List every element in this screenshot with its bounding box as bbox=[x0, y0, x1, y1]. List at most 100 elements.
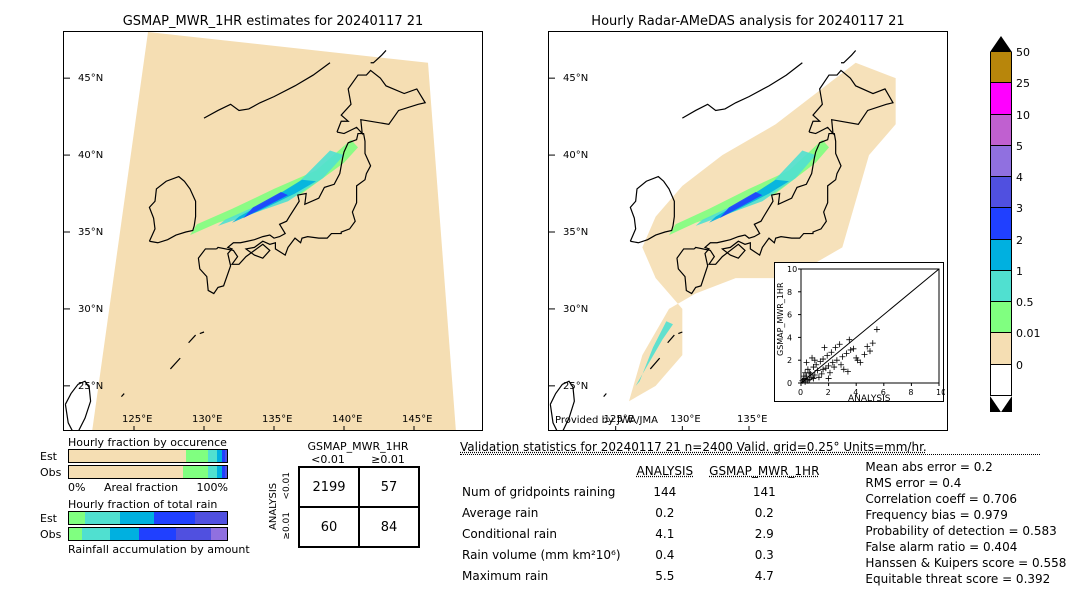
validation-col-header bbox=[462, 461, 635, 480]
fraction-row-label: Obs bbox=[40, 528, 68, 541]
validation-stats-list: Mean abs error = 0.2RMS error = 0.4Corre… bbox=[865, 459, 1066, 587]
colorbar-segment bbox=[990, 240, 1012, 271]
scatter-inset: 00224466881010ANALYSISGSMAP_MWR_1HR bbox=[774, 262, 944, 402]
fraction-segment bbox=[82, 528, 110, 540]
validation-cell: 141 bbox=[709, 482, 833, 501]
validation-cell: Maximum rain bbox=[462, 566, 635, 585]
contingency-cell: 60 bbox=[299, 507, 359, 547]
fraction-row: Est bbox=[40, 449, 250, 463]
validation-stat: False alarm ratio = 0.404 bbox=[865, 539, 1066, 555]
colorbar-tick-label: 0 bbox=[1016, 359, 1023, 372]
fraction-segment bbox=[154, 512, 195, 524]
contingency-row-header: <0.01 bbox=[282, 472, 298, 500]
svg-text:25°N: 25°N bbox=[563, 381, 588, 392]
fraction-bar bbox=[68, 527, 228, 541]
colorbar-segment bbox=[990, 208, 1012, 239]
validation-table: ANALYSISGSMAP_MWR_1HR Num of gridpoints r… bbox=[460, 459, 835, 587]
colorbar-tick-label: 4 bbox=[1016, 171, 1023, 184]
colorbar-segment bbox=[990, 365, 1012, 396]
svg-text:35°N: 35°N bbox=[78, 227, 103, 238]
fraction-segment bbox=[69, 528, 82, 540]
svg-text:2: 2 bbox=[826, 388, 831, 397]
svg-text:130°E: 130°E bbox=[192, 414, 222, 425]
validation-stat: Probability of detection = 0.583 bbox=[865, 523, 1066, 539]
validation-row: Maximum rain5.54.7 bbox=[462, 566, 833, 585]
validation-row: Average rain0.20.2 bbox=[462, 503, 833, 522]
colorbar-segment bbox=[990, 271, 1012, 302]
validation-stat: Equitable threat score = 0.392 bbox=[865, 571, 1066, 587]
svg-text:30°N: 30°N bbox=[563, 304, 588, 315]
validation-cell: 4.1 bbox=[637, 524, 708, 543]
svg-text:0: 0 bbox=[787, 379, 792, 388]
validation-col-header: ANALYSIS bbox=[637, 461, 708, 480]
fraction-row: Obs bbox=[40, 465, 250, 479]
fraction-panels: Hourly fraction by occurence Est Obs 0% … bbox=[40, 436, 250, 556]
fraction-bar bbox=[68, 511, 228, 525]
validation-panel: Validation statistics for 20240117 21 n=… bbox=[460, 440, 1066, 587]
svg-text:145°E: 145°E bbox=[402, 414, 432, 425]
svg-text:25°N: 25°N bbox=[78, 381, 103, 392]
validation-cell: 144 bbox=[637, 482, 708, 501]
colorbar-segment bbox=[990, 83, 1012, 114]
svg-text:140°E: 140°E bbox=[332, 414, 362, 425]
fraction-row-label: Obs bbox=[40, 466, 68, 479]
contingency-cell: 2199 bbox=[299, 467, 359, 507]
validation-cell: Num of gridpoints raining bbox=[462, 482, 635, 501]
colorbar-tick-label: 2 bbox=[1016, 234, 1023, 247]
fraction-segment bbox=[85, 512, 120, 524]
svg-text:4: 4 bbox=[787, 333, 792, 342]
contingency-panel: GSMAP_MWR_1HR <0.01≥0.01 ANALYSIS <0.01 … bbox=[268, 440, 420, 548]
contingency-table: 2199 57 60 84 bbox=[298, 466, 420, 548]
svg-text:130°E: 130°E bbox=[670, 414, 700, 425]
contingency-col-header: <0.01 bbox=[298, 453, 358, 466]
fraction-row-label: Est bbox=[40, 450, 68, 463]
left-map-title: GSMAP_MWR_1HR estimates for 20240117 21 bbox=[63, 14, 483, 29]
svg-text:30°N: 30°N bbox=[78, 304, 103, 315]
validation-stat: Correlation coeff = 0.706 bbox=[865, 491, 1066, 507]
svg-text:8: 8 bbox=[908, 388, 913, 397]
svg-text:2: 2 bbox=[787, 356, 792, 365]
scatter-svg: 00224466881010ANALYSISGSMAP_MWR_1HR bbox=[775, 263, 945, 403]
colorbar-tick-label: 0.01 bbox=[1016, 327, 1041, 340]
contingency-cell: 84 bbox=[359, 507, 419, 547]
colorbar-tick-label: 50 bbox=[1016, 46, 1030, 59]
fraction-bar bbox=[68, 449, 228, 463]
fraction-segment bbox=[225, 450, 227, 462]
svg-text:45°N: 45°N bbox=[78, 73, 103, 84]
colorbar-segment bbox=[990, 333, 1012, 364]
colorbar-segment bbox=[990, 177, 1012, 208]
fraction-segment bbox=[195, 512, 227, 524]
colorbar-tick-label: 1 bbox=[1016, 265, 1023, 278]
colorbar-tick-label: 3 bbox=[1016, 202, 1023, 215]
contingency-cell: 57 bbox=[359, 467, 419, 507]
fraction-axis: 0% Areal fraction 100% bbox=[40, 481, 228, 494]
svg-text:ANALYSIS: ANALYSIS bbox=[848, 394, 891, 403]
fraction-occ-title: Hourly fraction by occurence bbox=[68, 436, 250, 449]
colorbar-segment bbox=[990, 302, 1012, 333]
fraction-segment bbox=[208, 466, 217, 478]
fraction-row-label: Est bbox=[40, 512, 68, 525]
contingency-title: GSMAP_MWR_1HR bbox=[298, 440, 418, 453]
validation-cell: 4.7 bbox=[709, 566, 833, 585]
contingency-col-header: ≥0.01 bbox=[358, 453, 418, 466]
left-map-svg: 45°N40°N35°N30°N25°N125°E130°E135°E140°E… bbox=[64, 32, 483, 431]
fraction-segment bbox=[208, 450, 217, 462]
contingency-row-header: ≥0.01 bbox=[282, 512, 298, 540]
fraction-row: Est bbox=[40, 511, 250, 525]
validation-col-header: GSMAP_MWR_1HR bbox=[709, 461, 833, 480]
svg-text:10: 10 bbox=[787, 265, 797, 274]
fraction-row: Obs bbox=[40, 527, 250, 541]
fraction-segment bbox=[69, 466, 183, 478]
fraction-segment bbox=[120, 512, 155, 524]
right-map-footer: Provided by JWA/JMA bbox=[555, 415, 658, 426]
svg-text:125°E: 125°E bbox=[122, 414, 152, 425]
validation-cell: 0.4 bbox=[637, 545, 708, 564]
fraction-segment bbox=[186, 450, 208, 462]
svg-text:40°N: 40°N bbox=[78, 150, 103, 161]
svg-text:45°N: 45°N bbox=[563, 73, 588, 84]
validation-cell: 0.2 bbox=[637, 503, 708, 522]
svg-text:0: 0 bbox=[798, 388, 803, 397]
colorbar-segment bbox=[990, 146, 1012, 177]
fraction-segment bbox=[225, 466, 227, 478]
validation-cell: 2.9 bbox=[709, 524, 833, 543]
